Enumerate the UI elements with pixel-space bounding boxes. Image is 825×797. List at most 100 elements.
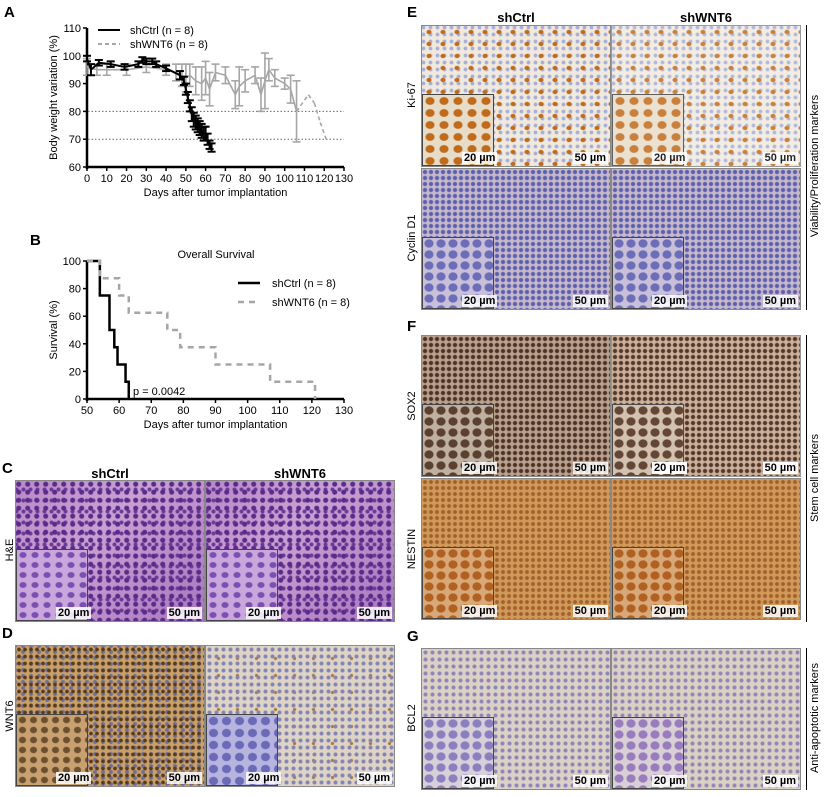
x-tick-label: 100	[238, 405, 256, 417]
row-label-sox2: SOX2	[406, 391, 418, 421]
series-segment-shctrl	[179, 74, 185, 82]
row-label-cyclin-d1: Cyclin D1	[406, 214, 418, 262]
series-segment-shwnt6	[234, 86, 240, 96]
scale-bar-20: 20 µm	[652, 775, 688, 787]
bracket-line	[806, 25, 807, 310]
panel-label-e: E	[407, 4, 418, 21]
inset-image	[422, 94, 494, 166]
series-segment-shctrl	[151, 60, 157, 65]
column-header-shctrl: shCtrl	[497, 10, 535, 25]
series-segment-shctrl	[110, 63, 125, 68]
x-tick-label: 0	[84, 173, 90, 185]
x-tick-label: 70	[145, 405, 157, 417]
scale-bar-20: 20 µm	[652, 605, 688, 617]
series-segment-shwnt6	[126, 66, 147, 71]
x-tick-label: 90	[209, 405, 221, 417]
inset-image	[612, 94, 684, 166]
x-tick-label: 50	[81, 405, 93, 417]
series-segment-shctrl	[186, 97, 191, 107]
image-he-shctrl: 20 µm 50 µm	[15, 480, 205, 622]
image-nestin-shctrl: 20 µm 50 µm	[421, 478, 611, 620]
series-segment-shctrl	[192, 119, 197, 124]
legend-label: shWNT6 (n = 8)	[272, 297, 350, 309]
y-tick-label: 80	[69, 106, 81, 118]
x-tick-label: 110	[296, 173, 314, 185]
x-tick-label: 70	[219, 173, 231, 185]
image-cyclin-d1-shwnt6: 20 µm 50 µm	[611, 168, 801, 310]
x-tick-label: 50	[180, 173, 192, 185]
series-segment-shwnt6	[295, 105, 302, 112]
series-segment-shwnt6	[204, 77, 211, 90]
column-header-shctrl: shCtrl	[91, 466, 129, 481]
series-segment-shwnt6	[284, 83, 292, 90]
x-tick-label: 80	[239, 173, 251, 185]
chart-survival: 50 60 70 80 90 100 110 120 130 0 20 40 60 80 100 Days a…	[48, 249, 353, 430]
scale-bar-50: 50 µm	[166, 772, 202, 784]
series-segment-shctrl	[184, 88, 189, 98]
scale-bar-20: 20 µm	[462, 462, 498, 474]
series-segment-shctrl	[206, 138, 211, 146]
x-tick-label: 30	[140, 173, 152, 185]
scale-bar-50: 50 µm	[356, 607, 392, 619]
scale-bar-50: 50 µm	[762, 605, 798, 617]
x-tick-label: 90	[259, 173, 271, 185]
series-segment-shwnt6	[264, 69, 270, 82]
series-segment-shctrl	[198, 127, 203, 132]
scale-bar-50: 50 µm	[762, 462, 798, 474]
inset-image	[612, 547, 684, 619]
series-segment-shctrl	[208, 144, 213, 149]
y-tick-label: 40	[69, 339, 81, 351]
inset-image	[16, 549, 88, 621]
x-tick-label: 60	[199, 173, 211, 185]
series-segment-shwnt6	[289, 88, 298, 112]
image-ki67-shctrl: 20 µm 50 µm	[421, 25, 611, 167]
image-he-shwnt6: 20 µm 50 µm	[205, 480, 395, 622]
series-segment-shwnt6	[307, 94, 315, 104]
panel-label-g: G	[407, 628, 419, 645]
survival-curve-shctrl	[87, 259, 131, 399]
x-tick-label: 130	[335, 405, 353, 417]
y-tick-label: 90	[69, 79, 81, 91]
scale-bar-50: 50 µm	[572, 462, 608, 474]
series-segment-shctrl	[188, 105, 193, 115]
series-segment-shctrl	[98, 61, 111, 66]
series-segment-shwnt6	[260, 80, 266, 95]
y-axis-label: Body weight variation (%)	[48, 35, 60, 160]
scale-bar-50: 50 µm	[572, 775, 608, 787]
y-tick-label: 0	[75, 394, 81, 406]
x-tick-label: 120	[303, 405, 321, 417]
x-tick-label: 100	[276, 173, 294, 185]
x-tick-label: 110	[271, 405, 289, 417]
panel-label-f: F	[407, 318, 417, 335]
legend-label: shCtrl (n = 8)	[130, 25, 194, 37]
scale-bar-50: 50 µm	[572, 605, 608, 617]
series-segment-shwnt6	[195, 80, 203, 85]
row-label-nestin: NESTIN	[406, 528, 418, 570]
image-ki67-shwnt6: 20 µm 50 µm	[611, 25, 801, 167]
image-bcl2-shctrl: 20 µm 50 µm	[421, 648, 611, 790]
row-label-bcl2: BCL2	[406, 704, 418, 732]
chart-title: Overall Survival	[177, 249, 254, 261]
series-segment-shctrl	[196, 124, 201, 129]
series-segment-shwnt6	[319, 122, 327, 140]
scale-bar-50: 50 µm	[356, 772, 392, 784]
x-tick-label: 80	[177, 405, 189, 417]
x-tick-label: 60	[113, 405, 125, 417]
scale-bar-50: 50 µm	[762, 775, 798, 787]
series-segment-shwnt6	[313, 102, 322, 123]
series-segment-shwnt6	[189, 74, 197, 82]
y-tick-label: 60	[69, 162, 81, 174]
series-segment-shctrl	[142, 59, 147, 63]
x-tick-label: 10	[101, 173, 113, 185]
side-label-stem-cell: Stem cell markers	[809, 433, 821, 523]
scale-bar-20: 20 µm	[652, 295, 688, 307]
scale-bar-20: 20 µm	[462, 605, 498, 617]
image-wnt6-shctrl: 20 µm 50 µm	[15, 645, 205, 787]
bracket-line	[806, 648, 807, 790]
y-tick-label: 70	[69, 134, 81, 146]
scale-bar-20: 20 µm	[462, 152, 498, 164]
series-segment-shwnt6	[146, 66, 167, 71]
p-value-annotation: p = 0.0042	[133, 386, 185, 398]
scale-bar-50: 50 µm	[762, 295, 798, 307]
